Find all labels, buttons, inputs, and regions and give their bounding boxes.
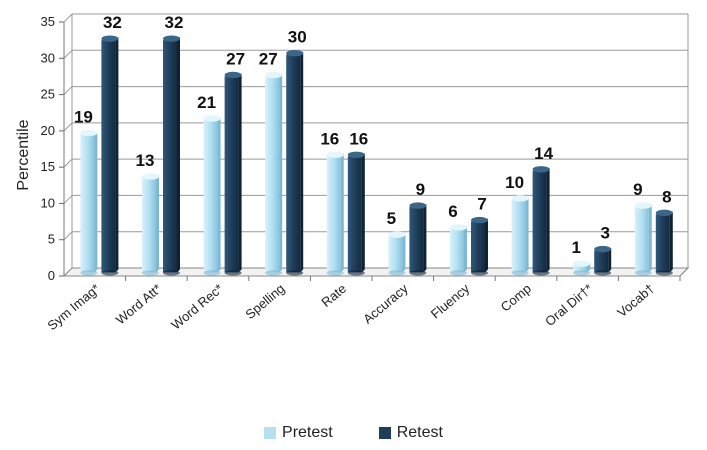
data-label-pretest: 9	[633, 180, 642, 199]
data-label-pretest: 13	[136, 151, 155, 170]
data-label-retest: 30	[288, 28, 307, 47]
legend-item-pretest: Pretest	[264, 424, 333, 442]
data-label-retest: 27	[226, 49, 245, 68]
data-label-retest: 14	[534, 144, 553, 163]
data-label-retest: 16	[349, 129, 368, 148]
gridline-depth	[63, 231, 73, 241]
y-tick-label: 25	[41, 87, 55, 102]
y-axis-label: Percentile	[15, 119, 32, 190]
y-tick-label: 35	[41, 14, 55, 29]
legend-swatch-retest	[378, 427, 391, 439]
data-label-pretest: 1	[571, 238, 580, 257]
legend: Pretest Retest	[0, 424, 707, 442]
bar-retest-oral-dir-	[594, 245, 612, 276]
bar-retest-spelling	[286, 49, 304, 276]
x-tick-label: Word Rec*	[168, 281, 226, 333]
y-tick-label: 5	[48, 232, 55, 247]
data-label-retest: 9	[416, 180, 425, 199]
legend-label-retest: Retest	[396, 424, 443, 441]
bar-retest-rate	[347, 151, 365, 276]
bar-pretest-rate	[326, 151, 344, 276]
data-label-pretest: 6	[448, 202, 457, 221]
data-label-pretest: 21	[197, 93, 216, 112]
data-label-pretest: 19	[74, 108, 93, 127]
bar-retest-word-att-	[163, 35, 180, 276]
gridline-depth	[63, 13, 73, 23]
bar-pretest-vocab-	[634, 202, 652, 276]
y-tick-label: 15	[41, 159, 55, 174]
y-tick-label: 30	[41, 50, 55, 65]
data-label-retest: 7	[477, 195, 486, 214]
x-tick-label: Sym Imag*	[44, 281, 102, 333]
data-label-retest: 32	[165, 13, 184, 32]
data-label-retest: 8	[662, 187, 671, 206]
bar-pretest-spelling	[265, 71, 283, 276]
bar-retest-word-rec-	[224, 71, 242, 276]
x-tick-label: Comp	[498, 281, 534, 315]
bar-pretest-comp	[511, 195, 529, 276]
gridline-depth	[63, 158, 73, 168]
data-label-retest: 3	[600, 224, 609, 243]
bar-retest-vocab-	[655, 209, 673, 276]
data-label-retest: 32	[103, 13, 122, 32]
data-label-pretest: 27	[259, 49, 278, 68]
y-tick-label: 10	[41, 195, 55, 210]
bar-pretest-accuracy	[388, 231, 406, 276]
bar-retest-sym-imag-	[101, 35, 119, 276]
y-tick-label: 0	[48, 268, 55, 283]
x-tick-label: Vocab†	[614, 281, 657, 320]
bar-pretest-fluency	[450, 224, 467, 276]
legend-swatch-pretest	[264, 427, 277, 439]
gridline-depth	[63, 86, 73, 95]
floor-edge	[679, 267, 689, 277]
gridline-depth	[63, 122, 73, 132]
bar-pretest-oral-dir-	[573, 260, 591, 276]
legend-item-retest: Retest	[378, 424, 443, 442]
bar-retest-accuracy	[409, 202, 427, 276]
bar-pretest-word-att-	[142, 173, 159, 276]
gridline-depth	[63, 49, 73, 59]
bar-retest-fluency	[471, 216, 488, 276]
x-tick-label: Fluency	[428, 280, 473, 321]
x-tick-label: Rate	[318, 281, 349, 310]
x-tick-label: Accuracy	[360, 280, 411, 326]
bar-pretest-sym-imag-	[80, 129, 98, 276]
x-tick-label: Oral Dir†*	[542, 281, 595, 329]
y-tick-label: 20	[41, 123, 55, 138]
data-label-pretest: 10	[505, 173, 524, 192]
gridline-depth	[63, 195, 73, 204]
data-label-pretest: 5	[387, 209, 396, 228]
bar-pretest-word-rec-	[203, 115, 221, 276]
bar-retest-comp	[532, 166, 550, 276]
x-tick-label: Word Att*	[113, 281, 165, 328]
x-tick-label: Spelling	[242, 281, 287, 322]
legend-label-pretest: Pretest	[282, 424, 333, 441]
data-label-pretest: 16	[320, 129, 339, 148]
